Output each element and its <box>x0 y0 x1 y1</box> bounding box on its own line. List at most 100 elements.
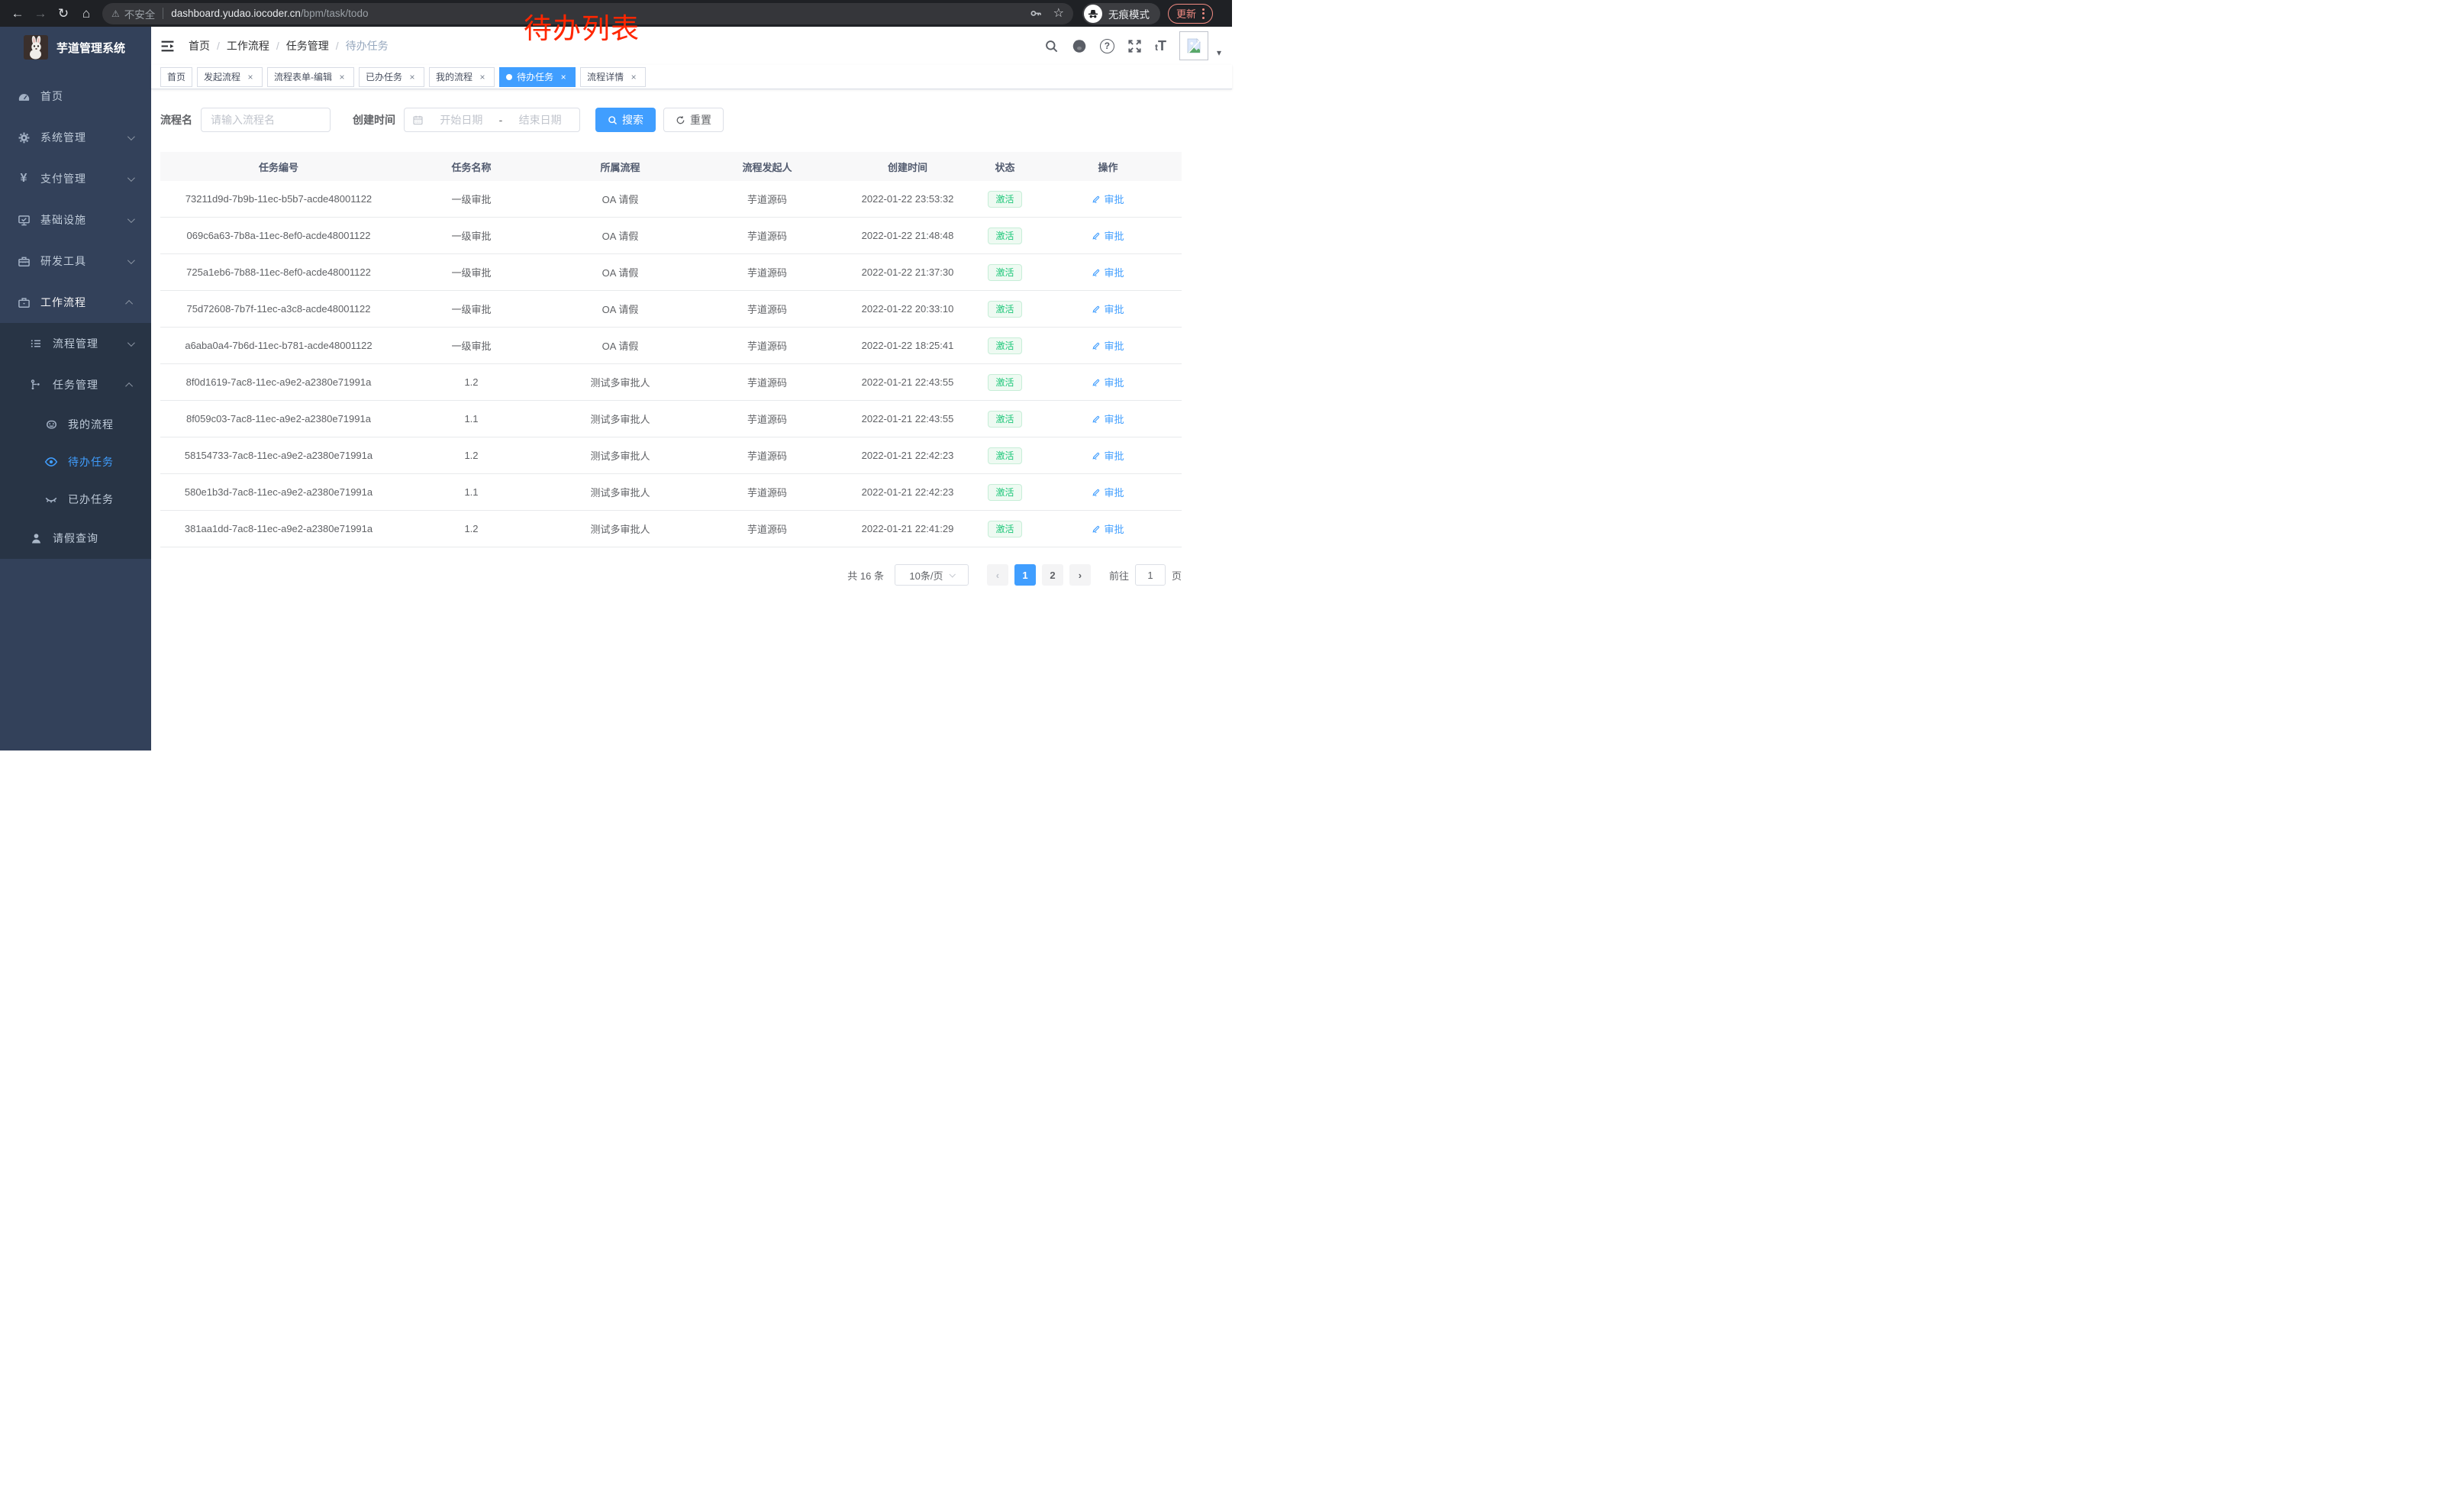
tab-start-process[interactable]: 发起流程 × <box>197 66 263 87</box>
search-button[interactable]: 搜索 <box>595 108 656 132</box>
monitor-icon <box>17 214 31 227</box>
eye-closed-icon <box>44 492 58 506</box>
bookmark-star-icon[interactable]: ☆ <box>1053 6 1064 20</box>
security-status: ⚠ 不安全 <box>111 6 155 21</box>
table-row: a6aba0a4-7b6d-11ec-b781-acde48001122 一级审… <box>160 328 1182 364</box>
tab-done-tasks[interactable]: 已办任务 × <box>359 66 425 87</box>
gear-icon <box>17 131 31 144</box>
browser-menu-icon[interactable] <box>1202 8 1205 19</box>
table-row: 381aa1dd-7ac8-11ec-a9e2-a2380e71991a 1.2… <box>160 511 1182 547</box>
approve-link[interactable]: 审批 <box>1092 338 1124 353</box>
end-date-placeholder[interactable]: 结束日期 <box>518 114 562 126</box>
navbar: 首页 / 工作流程 / 任务管理 / 待办任务 <box>151 27 1232 65</box>
approve-link[interactable]: 审批 <box>1092 448 1124 463</box>
prev-page-button[interactable]: ‹ <box>986 564 1008 586</box>
sidebar-item-done-tasks[interactable]: 已办任务 <box>0 480 151 518</box>
yen-icon: ¥ <box>20 172 27 185</box>
approve-link[interactable]: 审批 <box>1092 192 1124 206</box>
table-row: 069c6a63-7b8a-11ec-8ef0-acde48001122 一级审… <box>160 218 1182 254</box>
help-icon[interactable]: ? <box>1099 38 1114 53</box>
approve-link[interactable]: 审批 <box>1092 375 1124 389</box>
browser-forward-button[interactable]: → <box>29 3 52 24</box>
approve-link[interactable]: 审批 <box>1092 265 1124 279</box>
sidebar-item-payment[interactable]: ¥ 支付管理 <box>0 158 151 199</box>
chevron-down-icon <box>127 256 135 264</box>
goto-page-input[interactable] <box>1134 564 1166 586</box>
edit-icon <box>1092 452 1100 460</box>
process-name-input[interactable] <box>202 114 330 126</box>
approve-link[interactable]: 审批 <box>1092 485 1124 499</box>
security-label: 不安全 <box>124 8 156 21</box>
reload-icon: ↻ <box>57 5 69 21</box>
tab-todo-tasks[interactable]: 待办任务 × <box>499 66 576 87</box>
create-time-label: 创建时间 <box>353 114 395 126</box>
approve-link[interactable]: 审批 <box>1092 228 1124 243</box>
close-icon[interactable]: × <box>409 71 415 82</box>
close-icon[interactable]: × <box>339 71 345 82</box>
page-button-2[interactable]: 2 <box>1041 564 1063 586</box>
date-range-input[interactable]: 开始日期 - 结束日期 <box>404 108 580 132</box>
app-logo[interactable]: 芋道管理系统 <box>0 27 151 68</box>
status-badge: 激活 <box>988 227 1022 244</box>
sidebar-item-system[interactable]: 系统管理 <box>0 117 151 158</box>
goto-label: 前往 <box>1108 570 1129 582</box>
approve-link[interactable]: 审批 <box>1092 302 1124 316</box>
page-button-1[interactable]: 1 <box>1014 564 1036 586</box>
browser-back-button[interactable]: ← <box>6 3 29 24</box>
incognito-badge: 无痕模式 <box>1082 2 1160 24</box>
breadcrumb-workflow[interactable]: 工作流程 <box>226 40 269 52</box>
logo-rabbit-avatar <box>24 35 48 60</box>
close-icon[interactable]: × <box>631 71 637 82</box>
sidebar-item-process-mgmt[interactable]: 流程管理 <box>0 323 151 364</box>
edit-icon <box>1092 232 1100 240</box>
close-icon[interactable]: × <box>560 71 566 82</box>
status-badge: 激活 <box>988 373 1022 391</box>
table-header: 任务编号 任务名称 所属流程 流程发起人 创建时间 状态 操作 <box>160 152 1182 181</box>
password-key-icon[interactable] <box>1030 7 1043 20</box>
font-size-icon[interactable]: tT <box>1154 38 1166 53</box>
browser-toolbar: ← → ↻ ⌂ ⚠ 不安全 dashboard.yudao.iocoder.cn… <box>0 0 1232 27</box>
browser-update-button[interactable]: 更新 <box>1168 3 1214 24</box>
avatar-caret-icon[interactable]: ▾ <box>1216 47 1221 58</box>
sidebar-item-task-mgmt[interactable]: 任务管理 <box>0 364 151 405</box>
url-path: /bpm/task/todo <box>300 8 369 19</box>
next-page-button[interactable]: › <box>1069 564 1091 586</box>
approve-link[interactable]: 审批 <box>1092 412 1124 426</box>
search-icon[interactable] <box>1044 39 1059 53</box>
sidebar-item-infra[interactable]: 基础设施 <box>0 199 151 240</box>
start-date-placeholder[interactable]: 开始日期 <box>440 114 483 126</box>
chevron-down-icon <box>127 132 135 140</box>
sidebar-item-home[interactable]: 首页 <box>0 76 151 117</box>
fullscreen-icon[interactable] <box>1127 39 1142 53</box>
address-bar[interactable]: ⚠ 不安全 dashboard.yudao.iocoder.cn/bpm/tas… <box>102 2 1073 24</box>
warning-icon: ⚠ <box>111 8 120 19</box>
breadcrumb-task-mgmt[interactable]: 任务管理 <box>285 40 329 52</box>
tab-process-detail[interactable]: 流程详情 × <box>580 66 647 87</box>
github-icon[interactable] <box>1072 38 1087 53</box>
reset-button[interactable]: 重置 <box>663 108 724 132</box>
close-icon[interactable]: × <box>247 71 253 82</box>
avatar[interactable] <box>1179 31 1208 60</box>
tab-process-form-edit[interactable]: 流程表单-编辑 × <box>267 66 355 87</box>
browser-home-button[interactable]: ⌂ <box>75 3 98 24</box>
incognito-icon <box>1084 4 1102 23</box>
breadcrumb-home[interactable]: 首页 <box>189 40 210 52</box>
sidebar-item-todo-tasks[interactable]: 待办任务 <box>0 443 151 480</box>
sidebar-item-leave-query[interactable]: 请假查询 <box>0 518 151 559</box>
sidebar-item-workflow[interactable]: 工作流程 <box>0 282 151 323</box>
edit-icon <box>1092 415 1100 423</box>
browser-reload-button[interactable]: ↻ <box>52 3 75 24</box>
close-icon[interactable]: × <box>479 71 485 82</box>
approve-link[interactable]: 审批 <box>1092 521 1124 536</box>
sidebar-item-my-process[interactable]: 我的流程 <box>0 405 151 443</box>
forward-icon: → <box>34 5 47 21</box>
calendar-icon <box>412 115 424 126</box>
chevron-down-icon <box>127 338 135 347</box>
goto-suffix: 页 <box>1171 570 1182 582</box>
tab-home[interactable]: 首页 <box>160 66 193 87</box>
tab-my-process[interactable]: 我的流程 × <box>429 66 495 87</box>
edit-icon <box>1092 305 1100 313</box>
sidebar-collapse-button[interactable] <box>160 39 175 53</box>
sidebar-item-devtools[interactable]: 研发工具 <box>0 240 151 282</box>
page-size-select[interactable]: 10条/页 <box>894 564 969 586</box>
